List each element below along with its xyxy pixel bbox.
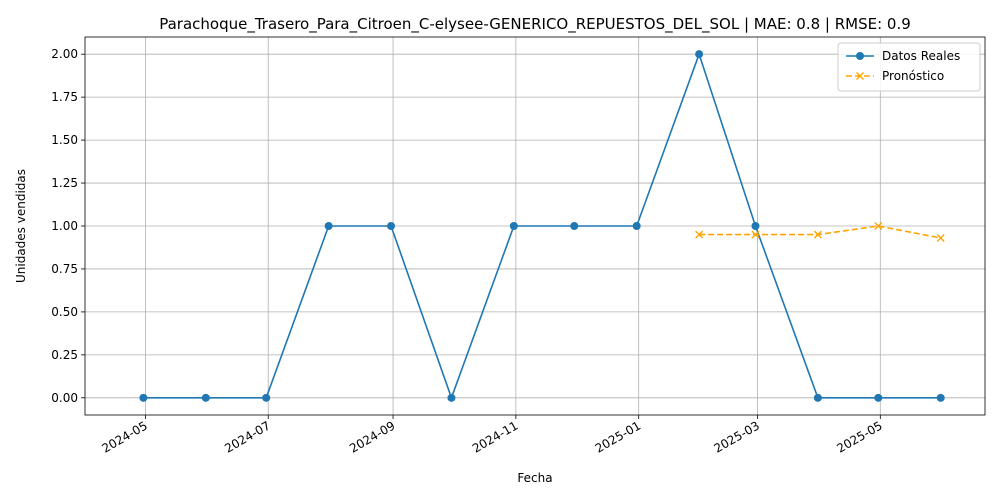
data-point xyxy=(324,222,333,230)
legend-marker-x xyxy=(856,72,864,80)
y-tick-label: 2.00 xyxy=(51,47,78,61)
data-point xyxy=(874,393,883,402)
legend-label: Pronóstico xyxy=(882,69,944,83)
series-line-1 xyxy=(143,51,941,401)
data-point xyxy=(262,393,271,402)
x-axis-label: Fecha xyxy=(517,471,552,485)
data-point xyxy=(751,222,760,230)
y-tick-label: 0.50 xyxy=(51,305,78,319)
data-point xyxy=(632,222,641,230)
y-tick-label: 0.25 xyxy=(51,348,78,362)
y-tick-label: 1.00 xyxy=(51,219,78,233)
forecast-point xyxy=(936,234,945,243)
y-tick-label: 0.75 xyxy=(51,262,78,276)
y-tick-label: 1.25 xyxy=(51,176,78,190)
data-point xyxy=(201,393,210,402)
data-point xyxy=(936,393,945,402)
data-point xyxy=(695,50,704,59)
y-tick-label: 0.00 xyxy=(51,391,78,405)
legend-label: Datos Reales xyxy=(882,49,960,63)
chart-title: Parachoque_Trasero_Para_Citroen_C-elysee… xyxy=(159,15,911,34)
forecast-point xyxy=(695,230,704,239)
forecast-point xyxy=(874,222,883,230)
data-point xyxy=(387,222,396,230)
y-tick-label: 1.50 xyxy=(51,133,78,147)
y-axis-label: Unidades vendidas xyxy=(14,169,28,283)
data-point xyxy=(509,222,518,230)
data-point xyxy=(447,393,456,402)
legend-item: Datos Reales xyxy=(846,49,960,63)
series-layer xyxy=(139,50,945,402)
legend-item: Pronóstico xyxy=(846,69,944,83)
legend-box xyxy=(837,42,981,92)
data-point xyxy=(813,393,822,402)
forecast-point xyxy=(751,230,760,239)
legend-marker-circle xyxy=(856,52,864,60)
data-point xyxy=(570,222,579,230)
legend: Datos Reales Pronóstico xyxy=(837,42,981,92)
forecast-point xyxy=(813,230,822,239)
data-point xyxy=(139,393,148,402)
y-tick-label: 1.75 xyxy=(51,90,78,104)
